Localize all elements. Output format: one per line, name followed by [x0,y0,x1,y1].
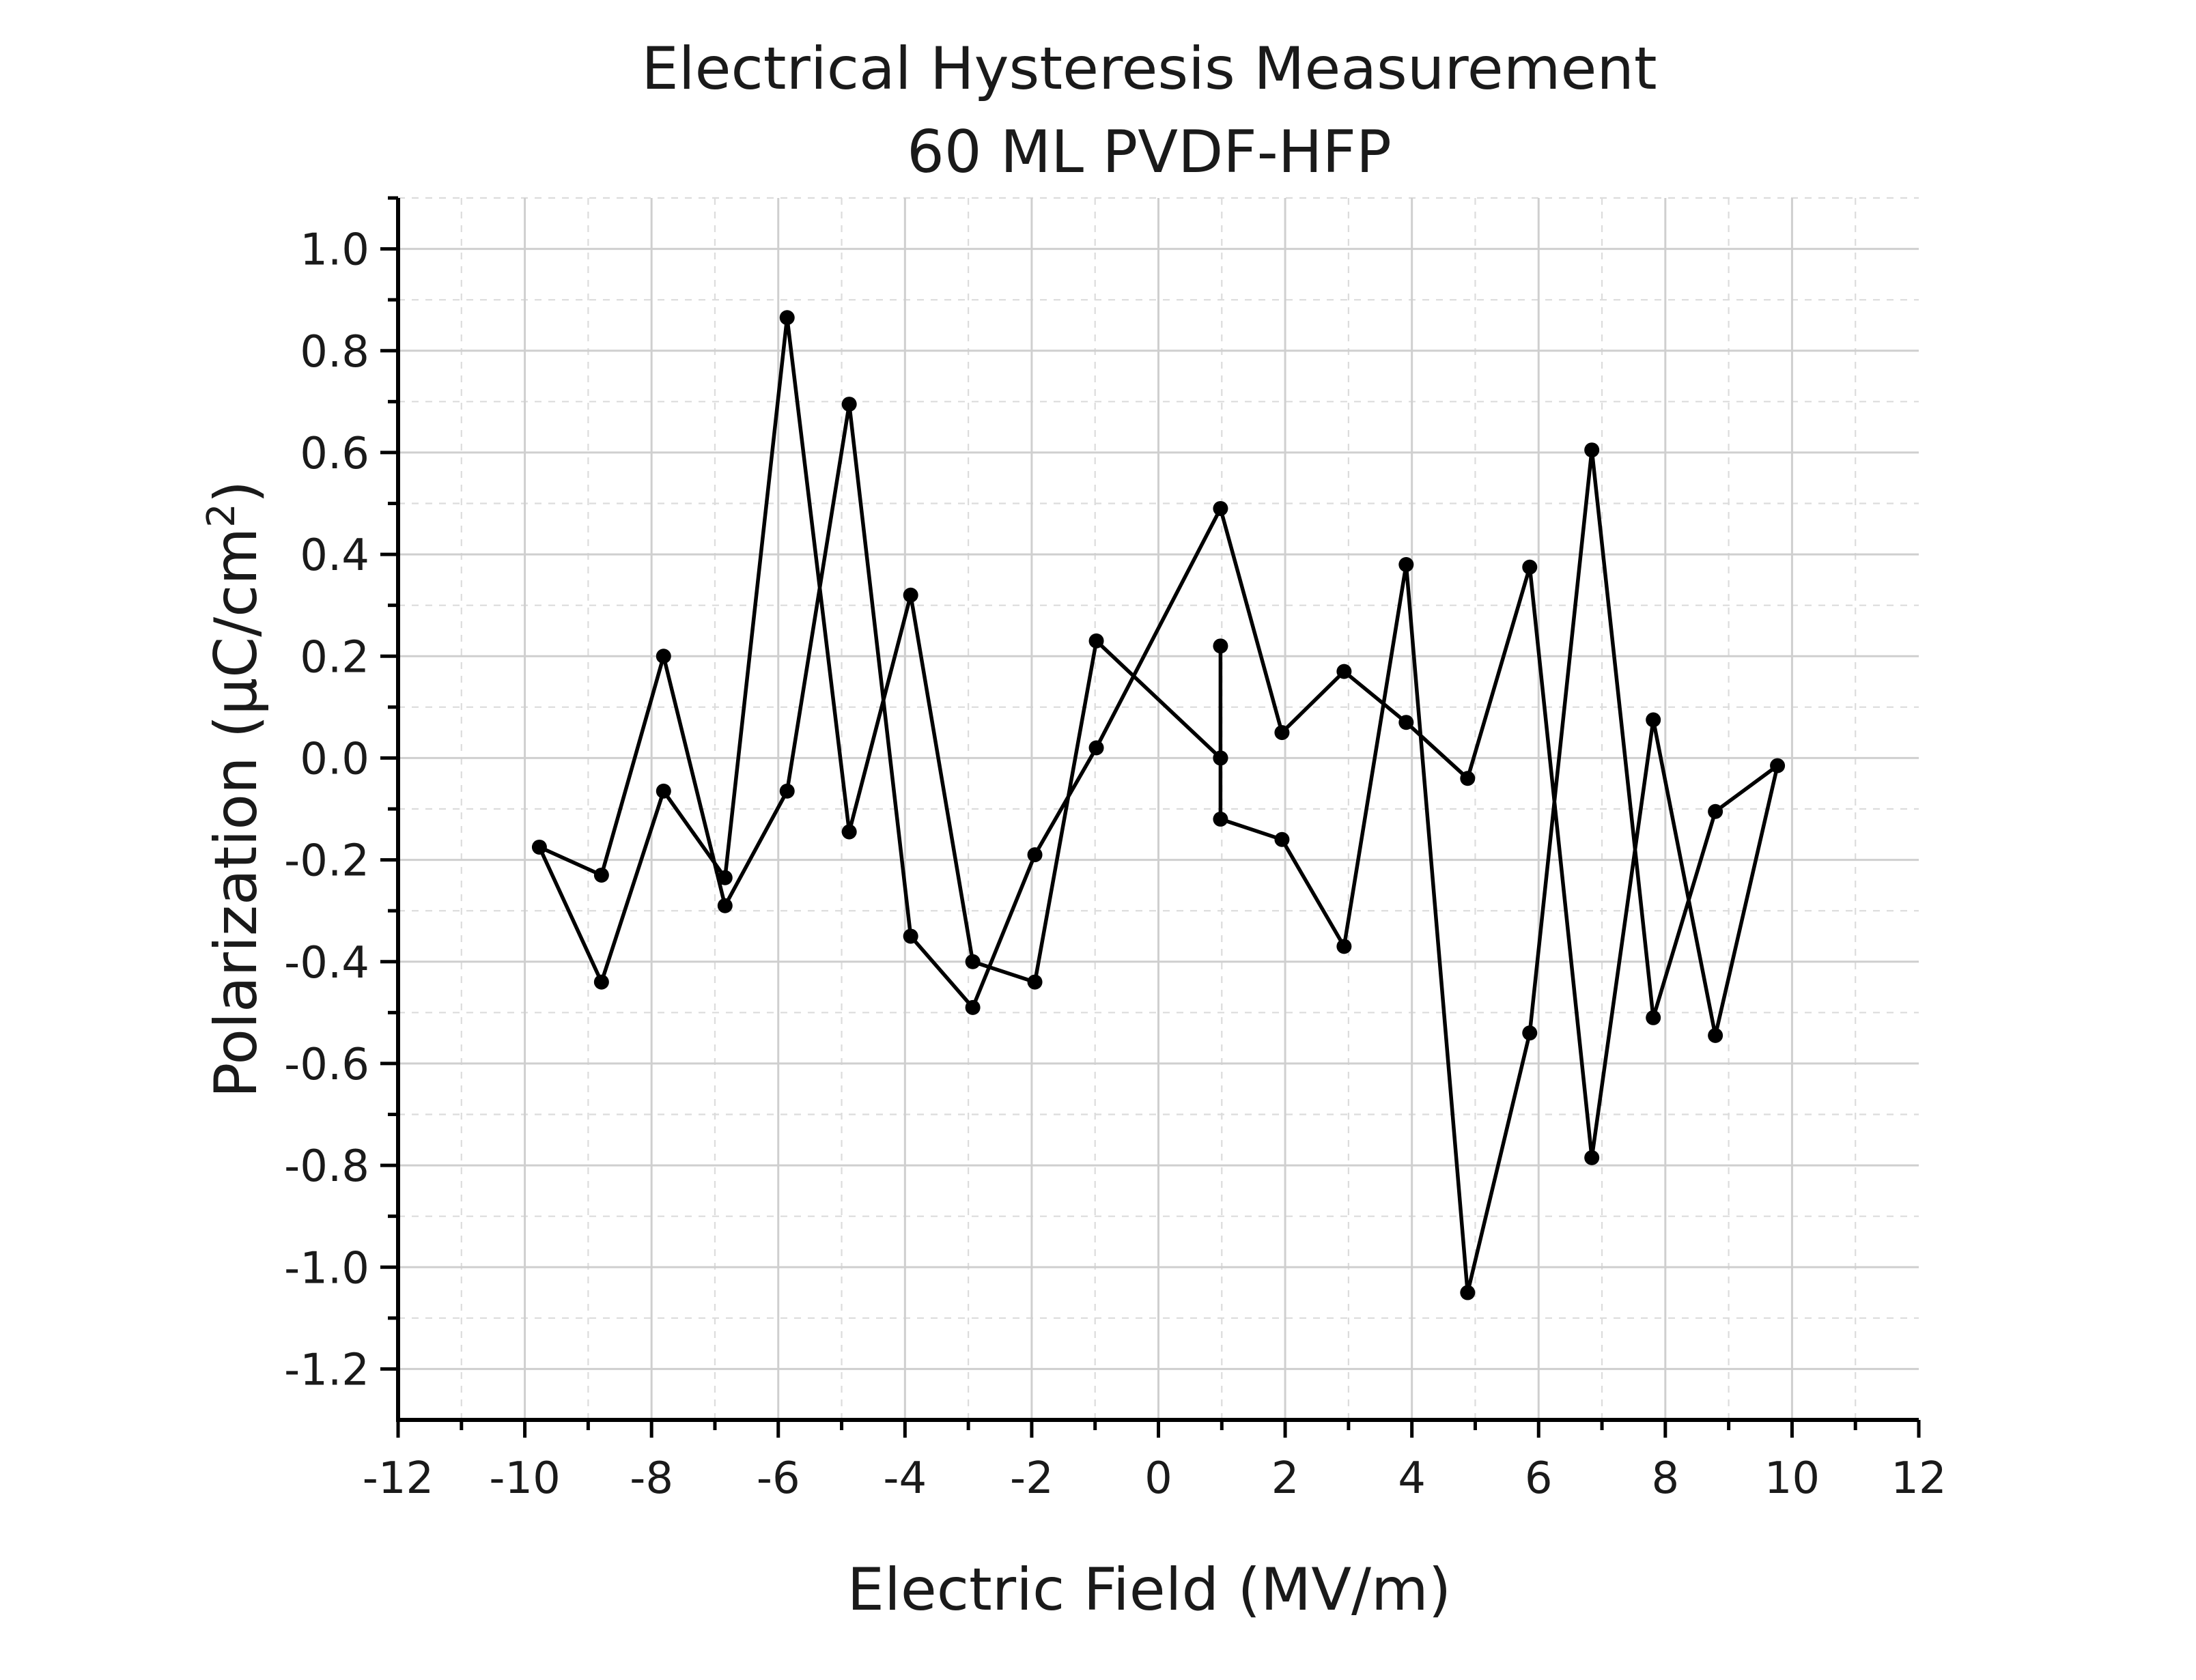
data-point [965,999,981,1015]
data-point [841,824,857,840]
data-point [656,783,671,799]
y-tick-label: 1.0 [300,225,369,276]
series-layer [531,310,1786,1300]
y-tick-label: 0.6 [300,429,369,479]
x-tick-label: -10 [489,1453,561,1504]
y-tick-label: 0.8 [300,327,369,378]
data-point [1708,1027,1723,1043]
x-tick-label: 12 [1891,1453,1946,1504]
x-tick-labels: -12 -10 -8 -6 -4 -2 0 2 4 6 8 10 12 [363,1453,1947,1504]
data-point [1336,664,1352,679]
y-tick-label: -1.0 [284,1243,369,1294]
data-point [1522,1025,1538,1041]
x-tick-label: -4 [883,1453,927,1504]
data-point [1213,500,1228,516]
data-point [903,587,918,603]
y-tick-label: -0.6 [284,1040,369,1090]
x-tick-label: -2 [1010,1453,1054,1504]
y-tick-label: 0.4 [300,530,369,581]
grid [398,197,1919,1420]
y-axis-title-close: ) [202,481,270,504]
data-point [531,839,547,855]
data-point [1398,557,1414,572]
x-tick-label: -6 [757,1453,800,1504]
y-axis-title-main: Polarization (μC/cm [202,528,270,1098]
data-point [1522,559,1538,575]
data-point [1460,1285,1476,1300]
x-tick-label: -8 [630,1453,673,1504]
data-point [656,649,671,664]
y-tick-label: -0.2 [284,836,369,887]
data-point [717,870,733,885]
data-point [1088,633,1104,649]
data-point [1088,740,1104,756]
data-point [1027,847,1043,863]
data-point [965,954,981,969]
data-point [1584,1150,1600,1165]
x-tick-label: 4 [1398,1453,1426,1504]
chart-title: Electrical Hysteresis Measurement [641,35,1657,103]
data-point [593,974,609,990]
x-tick-label: -12 [363,1453,434,1504]
data-point [1646,1010,1661,1025]
data-point [1336,939,1352,954]
y-tick-labels: 1.0 0.8 0.6 0.4 0.2 0.0 -0.2 -0.4 -0.6 -0.8 -1.0 -1… [284,225,369,1396]
data-point [1398,715,1414,730]
y-axis-title-sup: 2 [199,503,244,528]
data-point [1460,771,1476,786]
y-tick-label: 0.2 [300,632,369,683]
data-point [593,867,609,883]
chart-subtitle: 60 ML PVDF-HFP [907,118,1392,186]
data-point [1646,712,1661,728]
y-axis-title: Polarization (μC/cm2) [199,481,270,1098]
data-point [903,928,918,944]
x-tick-label: 2 [1271,1453,1299,1504]
data-point [1027,974,1043,990]
data-point [1213,638,1228,654]
x-tick-label: 0 [1144,1453,1172,1504]
axes [380,196,1921,1438]
data-point [1770,758,1786,773]
y-tick-label: 0.0 [300,734,369,784]
data-point [717,898,733,913]
data-point [1274,831,1290,847]
data-point [1213,811,1228,827]
x-tick-label: 6 [1525,1453,1553,1504]
y-tick-label: -0.8 [284,1141,369,1192]
x-tick-label: 10 [1764,1453,1820,1504]
y-tick-label: -1.2 [284,1345,369,1395]
y-tick-label: -0.4 [284,938,369,988]
x-axis-title: Electric Field (MV/m) [847,1556,1452,1624]
data-point [1213,750,1228,766]
data-point [841,397,857,412]
data-point [1584,442,1600,458]
x-tick-label: 8 [1651,1453,1679,1504]
data-point [1708,803,1723,819]
data-point [1274,725,1290,741]
data-point [779,783,795,799]
data-point [779,310,795,326]
